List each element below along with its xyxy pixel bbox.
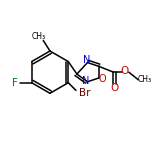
- Text: O: O: [121, 66, 129, 76]
- Text: O: O: [98, 74, 106, 84]
- Text: N: N: [83, 55, 90, 65]
- Text: CH₃: CH₃: [138, 75, 152, 84]
- Text: CH₃: CH₃: [31, 32, 45, 41]
- Text: N: N: [82, 76, 89, 86]
- Text: O: O: [110, 83, 119, 93]
- Text: F: F: [12, 78, 18, 88]
- Text: Br: Br: [79, 88, 90, 98]
